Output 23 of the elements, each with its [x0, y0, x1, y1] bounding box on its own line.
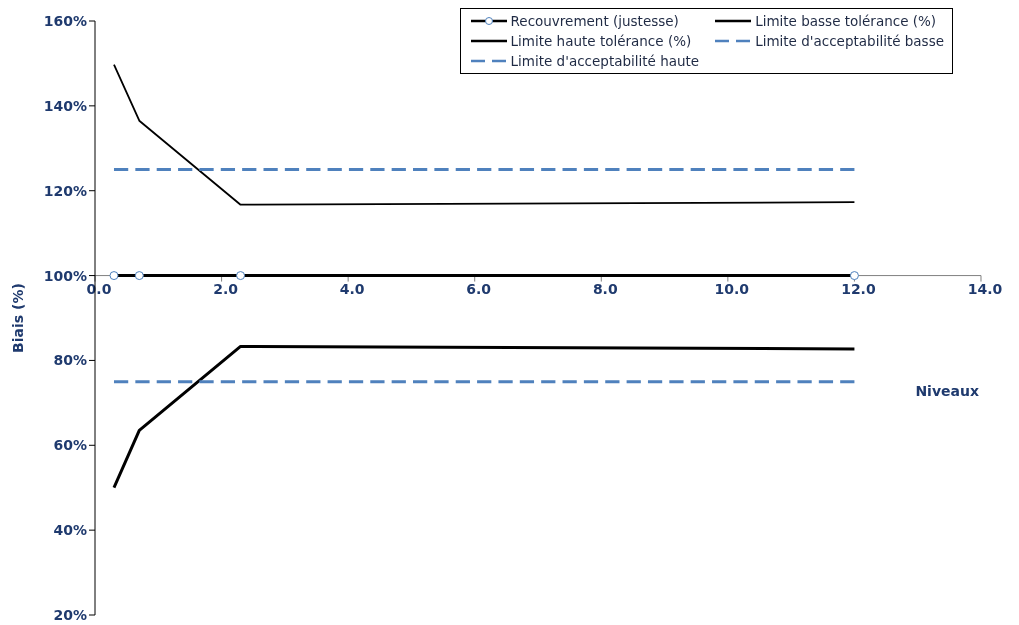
y-tick-label: 120%: [43, 182, 87, 199]
legend-label: Limite d'acceptabilité haute: [510, 53, 700, 69]
y-tick-label: 60%: [53, 437, 87, 454]
legend-label: Limite haute tolérance (%): [510, 33, 692, 49]
legend-label: Limite d'acceptabilité basse: [755, 33, 944, 49]
x-tick-label: 10.0: [714, 280, 750, 297]
x-tick-label: 2.0: [213, 280, 239, 297]
x-tick-label: 4.0: [339, 280, 365, 297]
legend-label: Recouvrement (justesse): [510, 13, 679, 29]
x-tick-label: 8.0: [592, 280, 618, 297]
x-tick-label: 6.0: [466, 280, 492, 297]
line-series: [112, 344, 856, 490]
y-tick-label: 20%: [53, 606, 87, 623]
y-tick-label: 160%: [43, 12, 87, 29]
y-tick-label: 100%: [43, 267, 87, 284]
x-axis-title: Niveaux: [915, 383, 979, 399]
y-axis-title: Biais (%): [10, 283, 26, 353]
y-tick-label: 40%: [53, 522, 87, 539]
x-tick-label: 14.0: [967, 280, 1003, 297]
x-tick-label: 12.0: [841, 280, 876, 297]
y-tick-label: 80%: [53, 352, 87, 369]
legend-label: Limite basse tolérance (%): [755, 13, 937, 29]
y-tick-label: 140%: [43, 97, 87, 114]
